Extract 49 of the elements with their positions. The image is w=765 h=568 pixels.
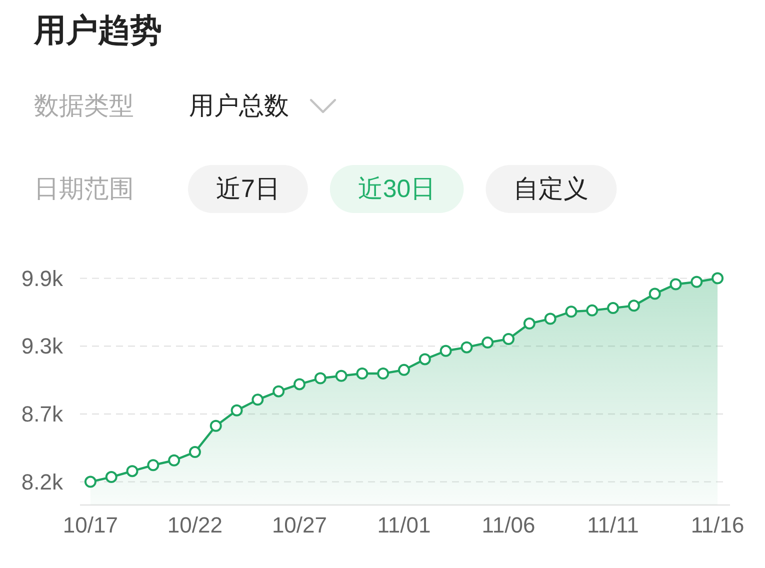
x-tick-label: 11/01 xyxy=(377,512,431,538)
point xyxy=(523,318,536,330)
x-tick-label: 11/11 xyxy=(587,512,639,538)
y-tick-label: 9.3k xyxy=(21,334,64,359)
text: 用户总数 xyxy=(189,92,289,120)
point xyxy=(690,276,703,288)
point xyxy=(293,378,306,390)
point xyxy=(335,370,348,382)
point xyxy=(147,459,160,472)
point xyxy=(168,454,180,466)
x-tick-label: 11/16 xyxy=(690,512,744,538)
button: 近7日 xyxy=(188,165,308,213)
point xyxy=(712,272,724,284)
point xyxy=(648,288,661,300)
text: 数据类型 xyxy=(34,92,134,120)
point xyxy=(440,344,452,357)
button: 近30日 xyxy=(330,165,464,213)
point xyxy=(356,368,368,380)
point xyxy=(586,304,598,316)
point xyxy=(230,404,243,416)
point xyxy=(105,471,118,484)
point xyxy=(84,476,96,488)
point xyxy=(188,446,201,458)
point xyxy=(460,341,473,354)
y-tick-label: 8.7k xyxy=(21,401,64,426)
point xyxy=(272,385,285,398)
point xyxy=(314,372,326,384)
point xyxy=(565,306,578,318)
x-tick-label: 11/06 xyxy=(482,512,536,538)
point xyxy=(126,465,138,478)
x-tick-label: 10/17 xyxy=(62,512,118,538)
point xyxy=(398,364,410,376)
point xyxy=(210,420,222,432)
point xyxy=(670,278,682,290)
point xyxy=(502,332,515,345)
point xyxy=(252,394,264,406)
text: 日期范围 xyxy=(34,175,134,203)
point xyxy=(377,368,390,380)
y-tick-label: 8.2k xyxy=(21,469,64,494)
point xyxy=(544,312,556,325)
x-tick-label: 10/22 xyxy=(167,512,222,538)
y-tick-label: 9.9k xyxy=(21,266,64,291)
text: 用户趋势 xyxy=(33,12,162,48)
x-tick-label: 10/27 xyxy=(272,512,328,538)
point xyxy=(628,300,640,312)
point xyxy=(482,336,494,349)
point xyxy=(418,353,431,366)
button: 自定义 xyxy=(486,165,617,213)
point xyxy=(607,302,620,314)
